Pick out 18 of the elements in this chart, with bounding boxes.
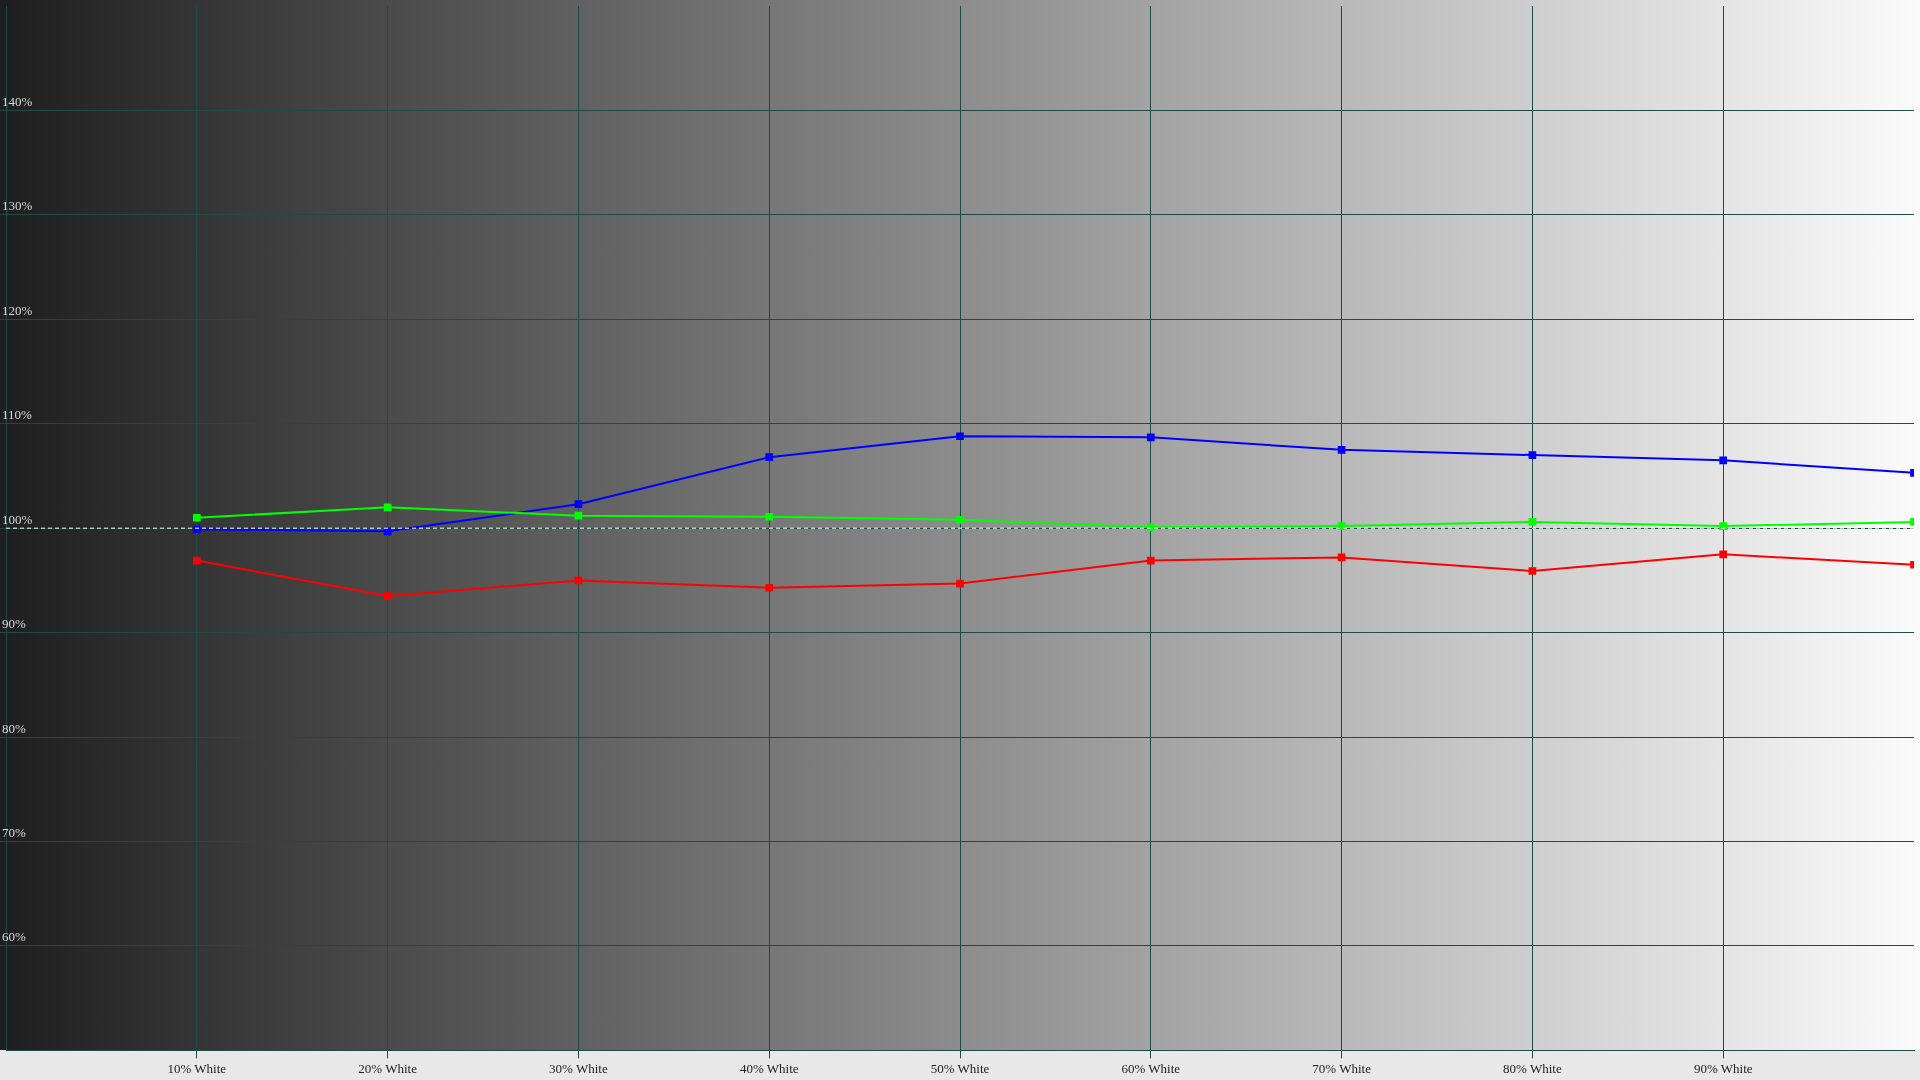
y-tick-label: 80%	[2, 720, 26, 736]
x-tick-label: 40% White	[739, 1060, 799, 1076]
x-tick-label: 30% White	[549, 1060, 608, 1076]
x-tick-label: 50% White	[930, 1060, 990, 1076]
x-tick-label: 10% White	[167, 1060, 227, 1076]
x-tick-label: 60% White	[1121, 1060, 1181, 1076]
y-tick-label: 90%	[2, 616, 26, 632]
x-tick-label: 90% White	[1693, 1060, 1753, 1076]
y-tick-label: 130%	[2, 198, 33, 214]
y-tick-label: 140%	[2, 93, 33, 109]
y-tick-label: 120%	[2, 302, 33, 318]
y-tick-label: 110%	[2, 407, 33, 423]
y-tick-label: 100%	[2, 511, 33, 527]
x-tick-label: 20% White	[358, 1060, 418, 1076]
y-tick-label: 60%	[2, 929, 26, 945]
x-tick-label: 70% White	[1312, 1060, 1372, 1076]
x-tick-label: 80% White	[1503, 1060, 1562, 1076]
y-tick-label: 70%	[2, 824, 26, 840]
